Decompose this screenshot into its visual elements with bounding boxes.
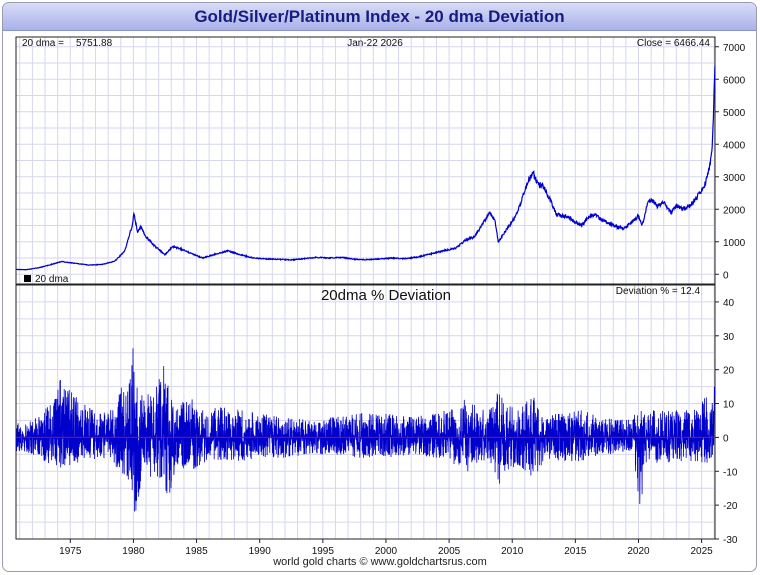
title-bar: Gold/Silver/Platinum Index - 20 dma Devi… <box>3 3 756 31</box>
y-tick-label: -10 <box>723 467 738 478</box>
y-tick-label: 3000 <box>723 173 746 184</box>
chart-title: Gold/Silver/Platinum Index - 20 dma Devi… <box>194 7 565 26</box>
x-tick-label: 2020 <box>627 546 650 557</box>
y-tick-label: 0 <box>723 433 729 444</box>
x-tick-label: 2025 <box>690 546 713 557</box>
y-tick-label: 7000 <box>723 43 746 54</box>
date-label: Jan-22 2026 <box>347 38 403 49</box>
y-tick-label: 1000 <box>723 238 746 249</box>
x-tick-label: 2015 <box>564 546 587 557</box>
dma-label: 20 dma = <box>22 38 64 49</box>
y-tick-label: 30 <box>723 332 735 343</box>
index-series <box>15 66 716 271</box>
x-tick-label: 2005 <box>438 546 461 557</box>
close-label: Close = 6466.44 <box>637 38 711 49</box>
deviation-heading: 20dma % Deviation <box>321 287 451 304</box>
y-tick-label: 4000 <box>723 140 746 151</box>
deviation-line <box>15 348 716 512</box>
x-tick-label: 1990 <box>249 546 272 557</box>
legend-label: 20 dma <box>35 274 69 285</box>
y-tick-label: -20 <box>723 501 738 512</box>
legend-swatch <box>24 275 31 282</box>
deviation-value-label: Deviation % = 12.4 <box>616 286 701 297</box>
deviation-series <box>15 348 716 512</box>
y-tick-label: -30 <box>723 535 738 546</box>
x-tick-label: 1985 <box>185 546 208 557</box>
axes: 0 1000 2000 3000 4000 5000 6000 7000 -30 -20 -10 0 1… <box>59 43 746 557</box>
x-tick-label: 1975 <box>59 546 82 557</box>
y-tick-label: 40 <box>723 298 735 309</box>
y-tick-label: 5000 <box>723 108 746 119</box>
dma-value: 5751.88 <box>76 38 113 49</box>
y-tick-label: 20 <box>723 366 735 377</box>
x-tick-label: 2000 <box>375 546 398 557</box>
x-tick-label: 1980 <box>122 546 145 557</box>
footer-credit: world gold charts © www.goldchartsrus.co… <box>273 556 487 568</box>
y-tick-label: 6000 <box>723 75 746 86</box>
top-grid <box>16 37 715 284</box>
y-tick-label: 10 <box>723 400 735 411</box>
top-panel-border <box>15 36 716 285</box>
bottom-panel-border <box>15 284 716 540</box>
x-tick-label: 1995 <box>312 546 335 557</box>
x-tick-label: 2010 <box>501 546 524 557</box>
y-tick-label: 2000 <box>723 205 746 216</box>
index-line <box>15 66 716 271</box>
y-tick-label: 0 <box>723 270 729 281</box>
